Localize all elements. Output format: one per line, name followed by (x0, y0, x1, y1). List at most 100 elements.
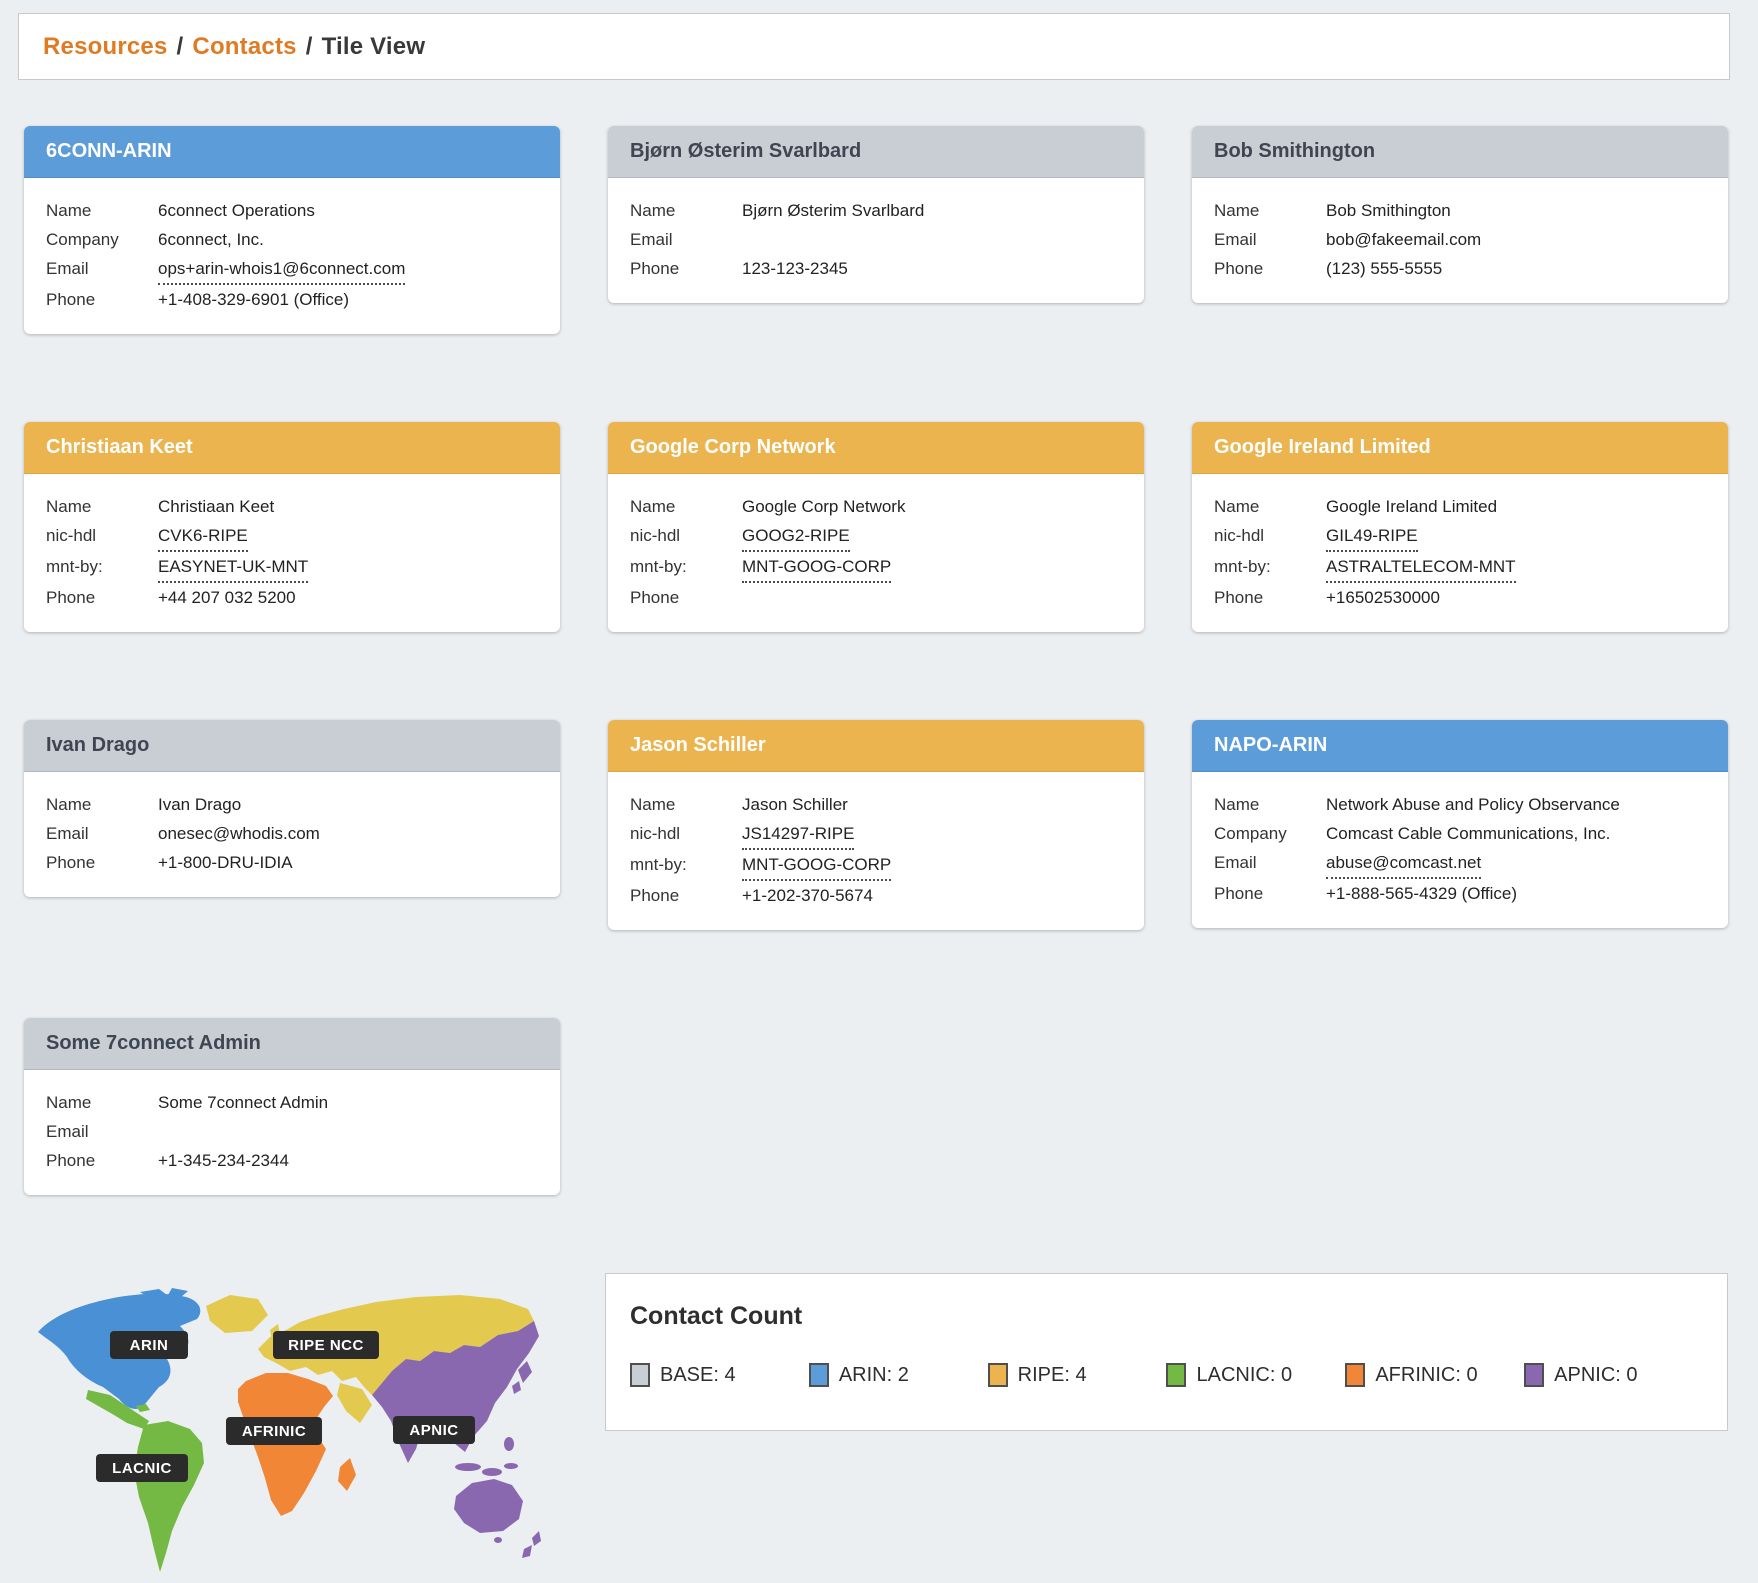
field-row: nic-hdl CVK6-RIPE (46, 521, 538, 552)
contact-card-title: Ivan Drago (46, 734, 150, 756)
contact-card-body: Name Network Abuse and Policy Observance C… (1192, 772, 1728, 928)
field-row: mnt-by: MNT-GOOG-CORP (630, 552, 1122, 583)
field-label: Phone (1214, 884, 1264, 903)
field-row: Phone +1-202-370-5674 (630, 881, 1122, 910)
contact-card-title: Google Corp Network (630, 436, 836, 458)
field-row: Name Network Abuse and Policy Observance (1214, 790, 1706, 819)
breadcrumb-separator: / (176, 32, 184, 60)
field-label: Phone (46, 290, 96, 309)
field-label: Company (1214, 824, 1287, 843)
svg-text:LACNIC: LACNIC (112, 1460, 172, 1477)
map-region-ripe-ncc[interactable] (206, 1295, 534, 1423)
field-label: Phone (46, 588, 96, 607)
field-label: Phone (630, 588, 680, 607)
legend-label: APNIC: 0 (1554, 1363, 1638, 1386)
contact-card-title: Christiaan Keet (46, 436, 193, 458)
field-value-link[interactable]: JS14297-RIPE (742, 819, 855, 850)
contact-card-header[interactable]: Google Ireland Limited (1192, 422, 1728, 474)
field-label: mnt-by: (1214, 557, 1271, 576)
field-value-link[interactable]: GIL49-RIPE (1326, 521, 1418, 552)
field-value-link[interactable]: GOOG2-RIPE (742, 521, 850, 552)
field-value-link[interactable]: CVK6-RIPE (158, 521, 248, 552)
map-label-afrinic: AFRINIC (226, 1417, 322, 1445)
field-label: Phone (1214, 588, 1264, 607)
contact-card-body: Name Jason Schiller nic-hdl JS14297-RIPE mnt… (608, 772, 1144, 930)
legend-item-afrinic: AFRINIC: 0 (1345, 1363, 1524, 1387)
contact-card-header[interactable]: 6CONN-ARIN (24, 126, 560, 178)
field-label: Name (46, 201, 92, 220)
field-value: Jason Schiller (742, 795, 848, 814)
field-label: Phone (46, 853, 96, 872)
field-label: Phone (630, 259, 680, 278)
contact-card-header[interactable]: Jason Schiller (608, 720, 1144, 772)
contact-card-header[interactable]: Bob Smithington (1192, 126, 1728, 178)
contact-card-jason-schiller: Jason Schiller Name Jason Schiller nic-hdl J… (608, 720, 1144, 930)
field-label: Name (630, 497, 676, 516)
breadcrumb-separator: / (305, 32, 313, 60)
field-row: Company Comcast Cable Communications, Inc… (1214, 819, 1706, 848)
field-label: Name (46, 497, 92, 516)
field-value: Christiaan Keet (158, 497, 275, 516)
field-label: Email (1214, 853, 1257, 872)
field-value: Ivan Drago (158, 795, 242, 814)
contact-card-title: NAPO-ARIN (1214, 734, 1328, 756)
breadcrumb-item-tile-view: Tile View (321, 32, 426, 60)
contact-count-title: Contact Count (630, 1302, 803, 1330)
field-value-link[interactable]: EASYNET-UK-MNT (158, 552, 309, 583)
contact-card-header[interactable]: Google Corp Network (608, 422, 1144, 474)
field-label: mnt-by: (630, 557, 687, 576)
field-value: +44 207 032 5200 (158, 588, 296, 607)
contact-card-title: Bob Smithington (1214, 140, 1376, 162)
breadcrumb-item-resources[interactable]: Resources (43, 32, 168, 60)
breadcrumb-item-contacts[interactable]: Contacts (192, 32, 297, 60)
contact-card-header[interactable]: Bjørn Østerim Svarlbard (608, 126, 1144, 178)
field-label: Name (46, 795, 92, 814)
legend-item-lacnic: LACNIC: 0 (1166, 1363, 1345, 1387)
field-row: Name Google Corp Network (630, 492, 1122, 521)
contact-card-ivan-drago: Ivan Drago Name Ivan Drago Email onesec@whod… (24, 720, 560, 897)
contact-card-body: Name Google Ireland Limited nic-hdl GIL49-R… (1192, 474, 1728, 632)
field-value: +1-800-DRU-IDIA (158, 853, 293, 872)
field-row: nic-hdl GIL49-RIPE (1214, 521, 1706, 552)
legend-swatch (987, 1363, 1008, 1387)
field-label: Name (1214, 201, 1260, 220)
field-row: nic-hdl JS14297-RIPE (630, 819, 1122, 850)
legend-label: ARIN: 2 (838, 1363, 909, 1386)
contact-card-header[interactable]: Ivan Drago (24, 720, 560, 772)
field-value: +1-345-234-2344 (158, 1151, 289, 1170)
legend-swatch (1524, 1363, 1545, 1387)
legend-row: BASE: 4 ARIN: 2 RIPE: 4 LACNIC: 0 AFRINIC: 0… (630, 1363, 1703, 1387)
field-label: Email (46, 1122, 89, 1141)
svg-text:ARIN: ARIN (130, 1337, 169, 1354)
field-value-link[interactable]: MNT-GOOG-CORP (742, 552, 892, 583)
legend-label: RIPE: 4 (1017, 1363, 1087, 1386)
contact-card-body: Name Bjørn Østerim Svarlbard Email Phone 123… (608, 178, 1144, 303)
contact-card-header[interactable]: NAPO-ARIN (1192, 720, 1728, 772)
field-row: Phone +44 207 032 5200 (46, 583, 538, 612)
map-label-arin: ARIN (110, 1331, 188, 1359)
field-value-link[interactable]: MNT-GOOG-CORP (742, 850, 892, 881)
contact-card-header[interactable]: Christiaan Keet (24, 422, 560, 474)
contact-card-body: Name 6connect Operations Company 6connect, … (24, 178, 560, 334)
legend-swatch (630, 1363, 650, 1387)
contact-card-body: Name Some 7connect Admin Email Phone +1-345-… (24, 1070, 560, 1195)
contact-grid: 6CONN-ARIN Name 6connect Operations Company… (24, 126, 1728, 1195)
svg-text:APNIC: APNIC (409, 1422, 458, 1439)
field-value-link[interactable]: ASTRALTELECOM-MNT (1326, 552, 1516, 583)
field-value: +1-888-565-4329 (Office) (1326, 884, 1518, 903)
contact-card-header[interactable]: Some 7connect Admin (24, 1018, 560, 1070)
field-label: Company (46, 230, 119, 249)
field-row: Phone (123) 555-5555 (1214, 254, 1706, 283)
field-value: Bjørn Østerim Svarlbard (742, 201, 925, 220)
contact-card-christiaan-keet: Christiaan Keet Name Christiaan Keet nic-hd… (24, 422, 560, 632)
field-value-link[interactable]: ops+arin-whois1@6connect.com (158, 254, 406, 285)
contact-card-google-ireland-limited: Google Ireland Limited Name Google Ireland… (1192, 422, 1728, 632)
legend-item-arin: ARIN: 2 (808, 1363, 988, 1387)
svg-text:AFRINIC: AFRINIC (242, 1423, 306, 1440)
contact-count-panel: Contact Count BASE: 4 ARIN: 2 RIPE: 4 LACNI… (605, 1273, 1728, 1431)
field-row: Email abuse@comcast.net (1214, 848, 1706, 879)
field-value: bob@fakeemail.com (1326, 230, 1482, 249)
field-row: Phone +16502530000 (1214, 583, 1706, 612)
field-row: Phone +1-345-234-2344 (46, 1146, 538, 1175)
field-value-link[interactable]: abuse@comcast.net (1326, 848, 1482, 879)
